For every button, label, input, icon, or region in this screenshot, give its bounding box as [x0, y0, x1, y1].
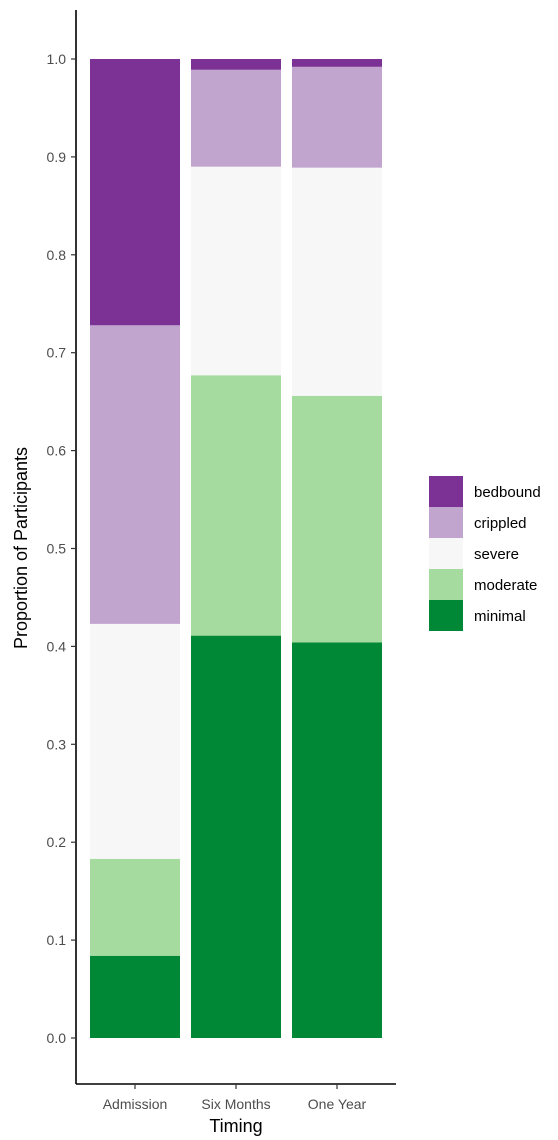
legend-label-severe: severe: [474, 546, 519, 563]
legend-swatch-bedbound: [429, 476, 463, 507]
legend: bedbound crippled severe moderate minimal: [429, 476, 541, 631]
bar-six-months-severe: [191, 166, 281, 376]
x-ticks: Admission Six Months One Year: [103, 1084, 367, 1112]
bar-one-year-moderate: [292, 395, 382, 643]
y-tick-label: 0.4: [47, 638, 67, 654]
y-tick-label: 0.2: [47, 834, 67, 850]
x-tick-label: One Year: [308, 1096, 367, 1112]
legend-swatch-crippled: [429, 507, 463, 538]
bar-six-months-crippled: [191, 69, 281, 167]
bar-admission-severe: [90, 623, 180, 859]
legend-swatch-severe: [429, 538, 463, 569]
x-axis-title: Timing: [209, 1116, 262, 1136]
legend-swatch-minimal: [429, 600, 463, 631]
y-ticks: 0.0 0.1 0.2 0.3 0.4 0.5 0.6 0.7 0.8 0.9 1.0: [47, 51, 76, 1046]
bar-one-year-minimal: [292, 642, 382, 1038]
bar-one-year-bedbound: [292, 59, 382, 67]
y-tick-label: 1.0: [47, 51, 67, 67]
y-tick-label: 0.8: [47, 247, 67, 263]
y-tick-label: 0.9: [47, 149, 67, 165]
legend-label-moderate: moderate: [474, 577, 537, 594]
y-tick-label: 0.6: [47, 443, 67, 459]
bar-six-months-bedbound: [191, 59, 281, 70]
bar-six-months-minimal: [191, 635, 281, 1038]
bars-layer: [90, 59, 382, 1038]
y-tick-label: 0.7: [47, 345, 67, 361]
bar-one-year-severe: [292, 167, 382, 396]
bar-six-months-moderate: [191, 375, 281, 636]
y-tick-label: 0.3: [47, 736, 67, 752]
bar-one-year-crippled: [292, 66, 382, 168]
legend-label-minimal: minimal: [474, 608, 526, 625]
y-tick-label: 0.0: [47, 1030, 67, 1046]
legend-label-crippled: crippled: [474, 515, 527, 532]
bar-admission-crippled: [90, 325, 180, 624]
x-tick-label: Admission: [103, 1096, 168, 1112]
x-tick-label: Six Months: [201, 1096, 270, 1112]
legend-swatch-moderate: [429, 569, 463, 600]
bar-admission-minimal: [90, 955, 180, 1038]
y-tick-label: 0.1: [47, 932, 67, 948]
y-axis-title: Proportion of Participants: [11, 447, 31, 649]
bar-admission-bedbound: [90, 59, 180, 326]
y-tick-label: 0.5: [47, 541, 67, 557]
bar-admission-moderate: [90, 858, 180, 956]
legend-label-bedbound: bedbound: [474, 484, 541, 501]
